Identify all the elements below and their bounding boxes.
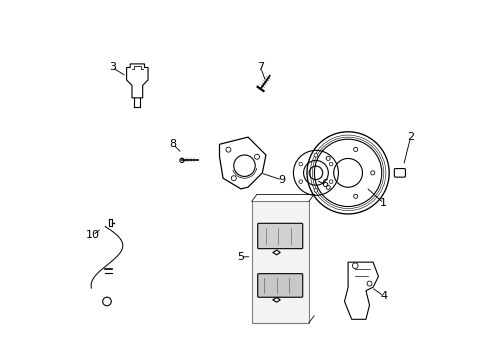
Circle shape xyxy=(313,189,317,192)
Text: 1: 1 xyxy=(380,198,386,208)
Circle shape xyxy=(329,180,332,184)
Text: 10: 10 xyxy=(85,230,100,240)
Text: 8: 8 xyxy=(169,139,176,149)
Circle shape xyxy=(298,162,302,166)
Text: 3: 3 xyxy=(109,63,116,72)
FancyBboxPatch shape xyxy=(251,202,308,323)
Text: 7: 7 xyxy=(257,63,264,72)
Circle shape xyxy=(313,153,317,157)
Circle shape xyxy=(298,180,302,184)
Text: 2: 2 xyxy=(406,132,413,142)
FancyBboxPatch shape xyxy=(257,223,302,249)
Text: 4: 4 xyxy=(380,291,386,301)
Text: 5: 5 xyxy=(237,252,244,262)
Circle shape xyxy=(180,158,184,162)
Circle shape xyxy=(329,162,332,166)
FancyBboxPatch shape xyxy=(257,274,302,297)
Text: 6: 6 xyxy=(321,179,328,189)
Text: 9: 9 xyxy=(278,175,285,185)
